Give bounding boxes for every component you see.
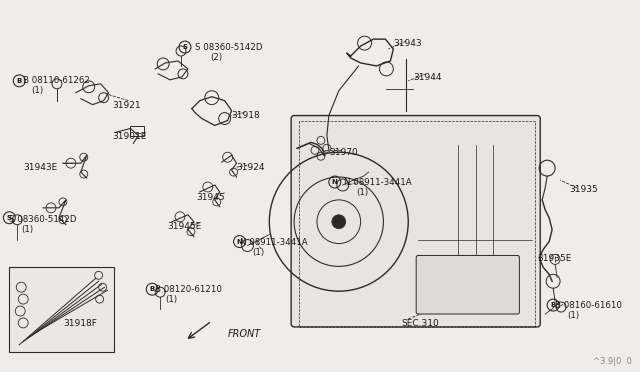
FancyBboxPatch shape: [291, 116, 540, 327]
Text: (1): (1): [252, 247, 264, 257]
Text: B: B: [17, 78, 22, 84]
Text: (1): (1): [165, 295, 177, 304]
Text: B 08110-61262: B 08110-61262: [23, 76, 90, 85]
Text: B 08160-61610: B 08160-61610: [555, 301, 622, 310]
Text: 31901E: 31901E: [113, 132, 147, 141]
Text: 31935E: 31935E: [537, 254, 572, 263]
Text: (1): (1): [21, 225, 33, 234]
Text: 31935: 31935: [569, 185, 598, 194]
Text: S: S: [182, 44, 188, 50]
Text: 31918F: 31918F: [63, 319, 97, 328]
Circle shape: [332, 215, 346, 229]
Text: (2): (2): [210, 53, 222, 62]
Text: 31918: 31918: [232, 110, 260, 119]
FancyBboxPatch shape: [416, 256, 520, 314]
Text: (1): (1): [31, 86, 44, 95]
Text: N 08911-3441A: N 08911-3441A: [239, 238, 307, 247]
Text: B: B: [150, 286, 155, 292]
Text: FRONT: FRONT: [228, 329, 261, 339]
Text: SEC.310: SEC.310: [401, 319, 439, 328]
Text: N 08911-3441A: N 08911-3441A: [344, 178, 412, 187]
Text: (1): (1): [356, 188, 369, 197]
Text: S: S: [7, 215, 12, 221]
Bar: [131, 126, 144, 137]
Text: B 08120-61210: B 08120-61210: [155, 285, 222, 294]
Text: 31943: 31943: [394, 39, 422, 48]
Text: 31945: 31945: [196, 193, 225, 202]
Text: N: N: [237, 238, 243, 244]
Text: S 08360-5142D: S 08360-5142D: [10, 215, 77, 224]
Text: N: N: [332, 179, 338, 185]
Text: 31970: 31970: [329, 148, 358, 157]
Text: S 08360-5142D: S 08360-5142D: [195, 43, 262, 52]
Text: (1): (1): [567, 311, 579, 320]
Text: 31924: 31924: [237, 163, 265, 172]
Text: B: B: [550, 302, 556, 308]
Text: ^3.9|0  0: ^3.9|0 0: [593, 357, 632, 366]
Text: 31921: 31921: [113, 101, 141, 110]
Text: 31944: 31944: [413, 73, 442, 82]
Text: 31943E: 31943E: [23, 163, 58, 172]
Text: 31945E: 31945E: [167, 222, 202, 231]
Bar: [10, 267, 113, 352]
